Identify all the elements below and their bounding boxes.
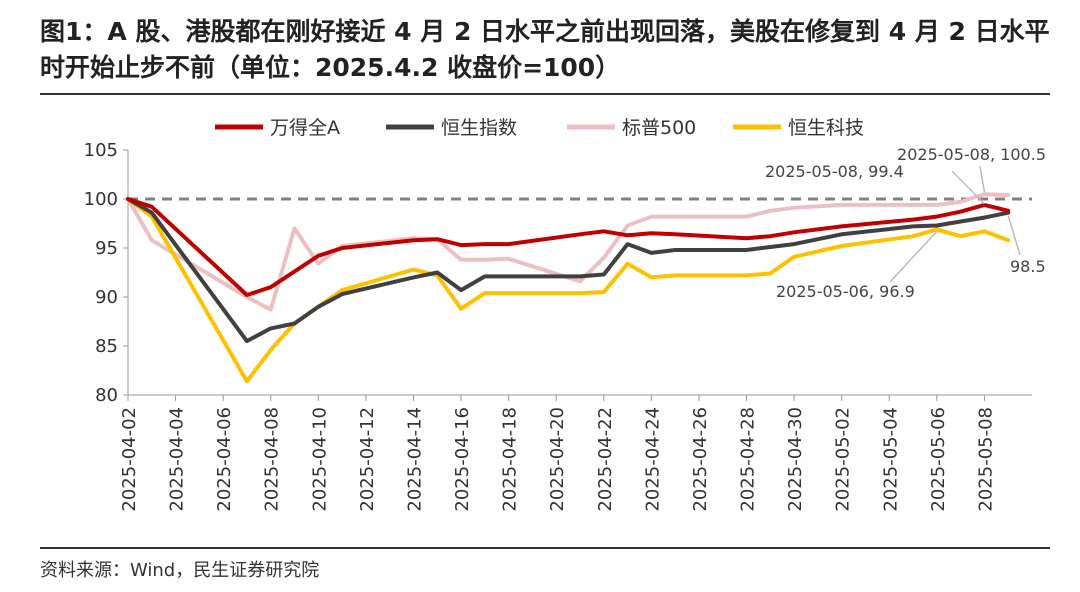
x-tick-label: 2025-04-18 [500,407,521,512]
series-line-3 [126,192,1011,312]
annotation-leader [979,165,986,193]
y-tick-label: 90 [95,287,118,308]
x-tick-label: 2025-04-28 [738,407,759,512]
x-tick-label: 2025-04-06 [214,407,235,512]
x-tick-label: 2025-04-30 [785,407,806,512]
x-tick-label: 2025-04-10 [309,407,330,512]
annotation-hsi-end: 98.5 [1010,257,1046,276]
x-tick-label: 2025-04-04 [167,407,188,512]
series-lines [126,192,1011,384]
x-tick-label: 2025-04-22 [595,407,616,512]
series-line-2 [126,197,1011,344]
y-tick-label: 95 [95,238,118,259]
y-tick-label: 105 [84,140,118,161]
x-tick-label: 2025-04-02 [119,407,140,512]
y-tick-label: 100 [84,189,118,210]
legend-label: 恒生指数 [441,117,517,139]
legend-label: 标普500 [622,117,696,139]
x-tick-label: 2025-04-16 [452,407,473,512]
x-tick-label: 2025-04-26 [690,407,711,512]
x-tick-label: 2025-04-12 [357,407,378,512]
footer-divider [40,547,1050,549]
x-tick-label: 2025-04-20 [547,407,568,512]
x-tick-label: 2025-04-14 [404,407,425,512]
x-tick-label: 2025-05-06 [928,407,949,512]
x-tick-label: 2025-04-24 [642,407,663,512]
legend-label: 恒生科技 [788,117,864,139]
source-note: 资料来源：Wind，民生证券研究院 [40,560,320,581]
y-tick-label: 80 [95,385,118,406]
chart-axes: 80 85 90 95 100 105 2025-04-02 2025-04-04 2025-0… [84,140,1032,512]
series-line-1 [126,197,1011,297]
legend-label: 万得全A [270,117,340,139]
y-tick-label: 85 [95,336,118,357]
x-tick-label: 2025-05-04 [880,407,901,512]
chart-title: 图1：A 股、港股都在刚好接近 4 月 2 日水平之前出现回落，美股在修复到 4… [40,17,1050,82]
title-divider [40,93,1050,95]
chart-legend: 万得全A 恒生指数 标普500 恒生科技 [215,117,864,139]
annotation-hstech-peak: 2025-05-06, 96.9 [776,282,915,301]
x-tick-label: 2025-04-08 [262,407,283,512]
x-tick-label: 2025-05-08 [975,407,996,512]
annotation-leader [951,170,985,205]
annotation-sp500-peak: 2025-05-08, 100.5 [897,145,1046,164]
x-tick-label: 2025-05-02 [833,407,854,512]
annotation-leader [1007,215,1021,256]
annotation-leader [889,230,938,283]
annotation-wind-peak: 2025-05-08, 99.4 [765,162,904,181]
